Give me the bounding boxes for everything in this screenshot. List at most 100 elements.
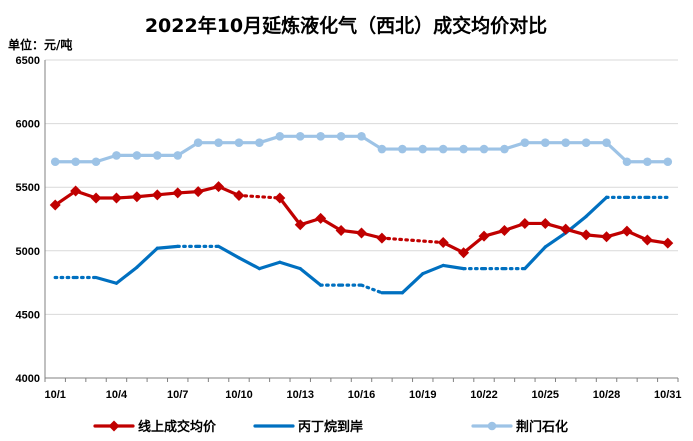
data-point	[71, 157, 80, 167]
data-point	[539, 217, 551, 229]
data-point	[519, 217, 531, 229]
x-tick-label: 10/4	[106, 389, 128, 401]
data-point	[234, 138, 244, 147]
data-point	[91, 157, 101, 167]
x-tick-label: 10/19	[409, 389, 437, 401]
series-segment	[237, 256, 262, 271]
data-point	[622, 157, 632, 167]
data-point	[172, 187, 184, 199]
data-point	[580, 229, 592, 241]
y-tick-label: 6500	[16, 55, 40, 67]
data-point	[520, 138, 530, 147]
series-segment	[135, 246, 159, 269]
axes	[44, 60, 679, 382]
data-point	[336, 132, 346, 141]
data-point	[602, 138, 611, 147]
legend-label: 荆门石化	[516, 419, 568, 435]
data-point	[621, 225, 633, 237]
series-gap-segment	[380, 236, 445, 245]
data-point	[173, 151, 183, 160]
legend-item-2: 荆门石化	[471, 419, 568, 435]
legend-item-1: 丙丁烷到岸	[253, 419, 363, 435]
data-point	[398, 144, 407, 154]
data-point	[90, 192, 102, 204]
data-point	[581, 138, 591, 147]
data-point	[641, 234, 653, 246]
data-point	[49, 199, 61, 211]
data-point	[70, 185, 82, 197]
data-point	[50, 157, 60, 167]
series-segment	[584, 195, 609, 219]
data-point	[255, 138, 264, 147]
series-segment	[604, 141, 629, 164]
series-segment	[114, 265, 139, 285]
data-point	[192, 186, 204, 198]
y-tick-label: 5500	[16, 182, 40, 194]
data-point	[151, 189, 163, 201]
series-segment	[94, 275, 119, 285]
data-point	[561, 138, 570, 147]
series-segment	[400, 272, 425, 295]
data-point	[214, 138, 223, 147]
series-segment	[278, 196, 302, 227]
series-segment	[216, 244, 241, 260]
series-gap-segment	[359, 283, 384, 295]
series-segment	[53, 189, 78, 207]
series-segment	[523, 245, 547, 271]
series-segment	[421, 263, 445, 276]
chart-title: 2022年10月延炼液化气（西北）成交均价对比	[145, 14, 547, 37]
x-tick-label: 10/31	[654, 389, 682, 401]
data-point	[357, 132, 366, 141]
data-point	[663, 157, 673, 167]
data-point	[479, 144, 489, 154]
data-point	[438, 144, 448, 154]
data-point	[500, 144, 509, 154]
series-segment	[461, 234, 486, 255]
x-tick-labels: 10/1 10/4 10/7 10/10 10/13 10/16 10/19 10/22 10/…	[44, 389, 681, 401]
series-gap-segment	[237, 193, 282, 200]
data-point	[315, 212, 327, 224]
data-point	[131, 191, 143, 203]
data-point	[335, 224, 347, 236]
series-lines	[49, 132, 674, 295]
series-segment	[155, 244, 180, 250]
legend-item-0: 线上成交均价	[93, 419, 217, 435]
data-point	[560, 223, 572, 235]
legend-swatch-marker	[487, 421, 497, 431]
data-point	[601, 231, 613, 243]
series-segment	[543, 231, 568, 249]
y-tick-label: 4500	[16, 309, 40, 321]
data-point	[377, 144, 387, 154]
grid-lines	[45, 59, 678, 315]
data-point	[153, 151, 162, 160]
y-tick-label: 4000	[16, 373, 40, 385]
x-tick-label: 10/7	[167, 389, 188, 401]
data-point	[112, 151, 121, 160]
series-2	[50, 132, 673, 167]
data-point	[295, 132, 305, 141]
x-tick-label: 10/22	[470, 389, 498, 401]
series-segment	[298, 267, 323, 287]
data-point	[662, 237, 674, 249]
data-point	[275, 132, 285, 141]
data-point	[458, 247, 470, 259]
data-point	[132, 151, 142, 160]
data-point	[376, 232, 388, 244]
y-tick-label: 6000	[16, 119, 40, 131]
data-point	[356, 227, 367, 239]
x-tick-label: 10/28	[593, 389, 621, 401]
data-point	[540, 138, 550, 147]
series-segment	[441, 263, 466, 271]
x-tick-label: 10/25	[532, 389, 560, 401]
legend: 线上成交均价 丙丁烷到岸 荆门石化	[93, 419, 568, 435]
series-1	[53, 195, 670, 295]
x-tick-label: 10/13	[286, 389, 314, 401]
y-axis-unit-label: 单位：元/吨	[8, 37, 72, 52]
data-point	[478, 230, 490, 242]
legend-label: 线上成交均价	[138, 419, 217, 435]
data-point	[498, 224, 510, 236]
series-segment	[257, 260, 282, 271]
data-point	[418, 144, 428, 154]
